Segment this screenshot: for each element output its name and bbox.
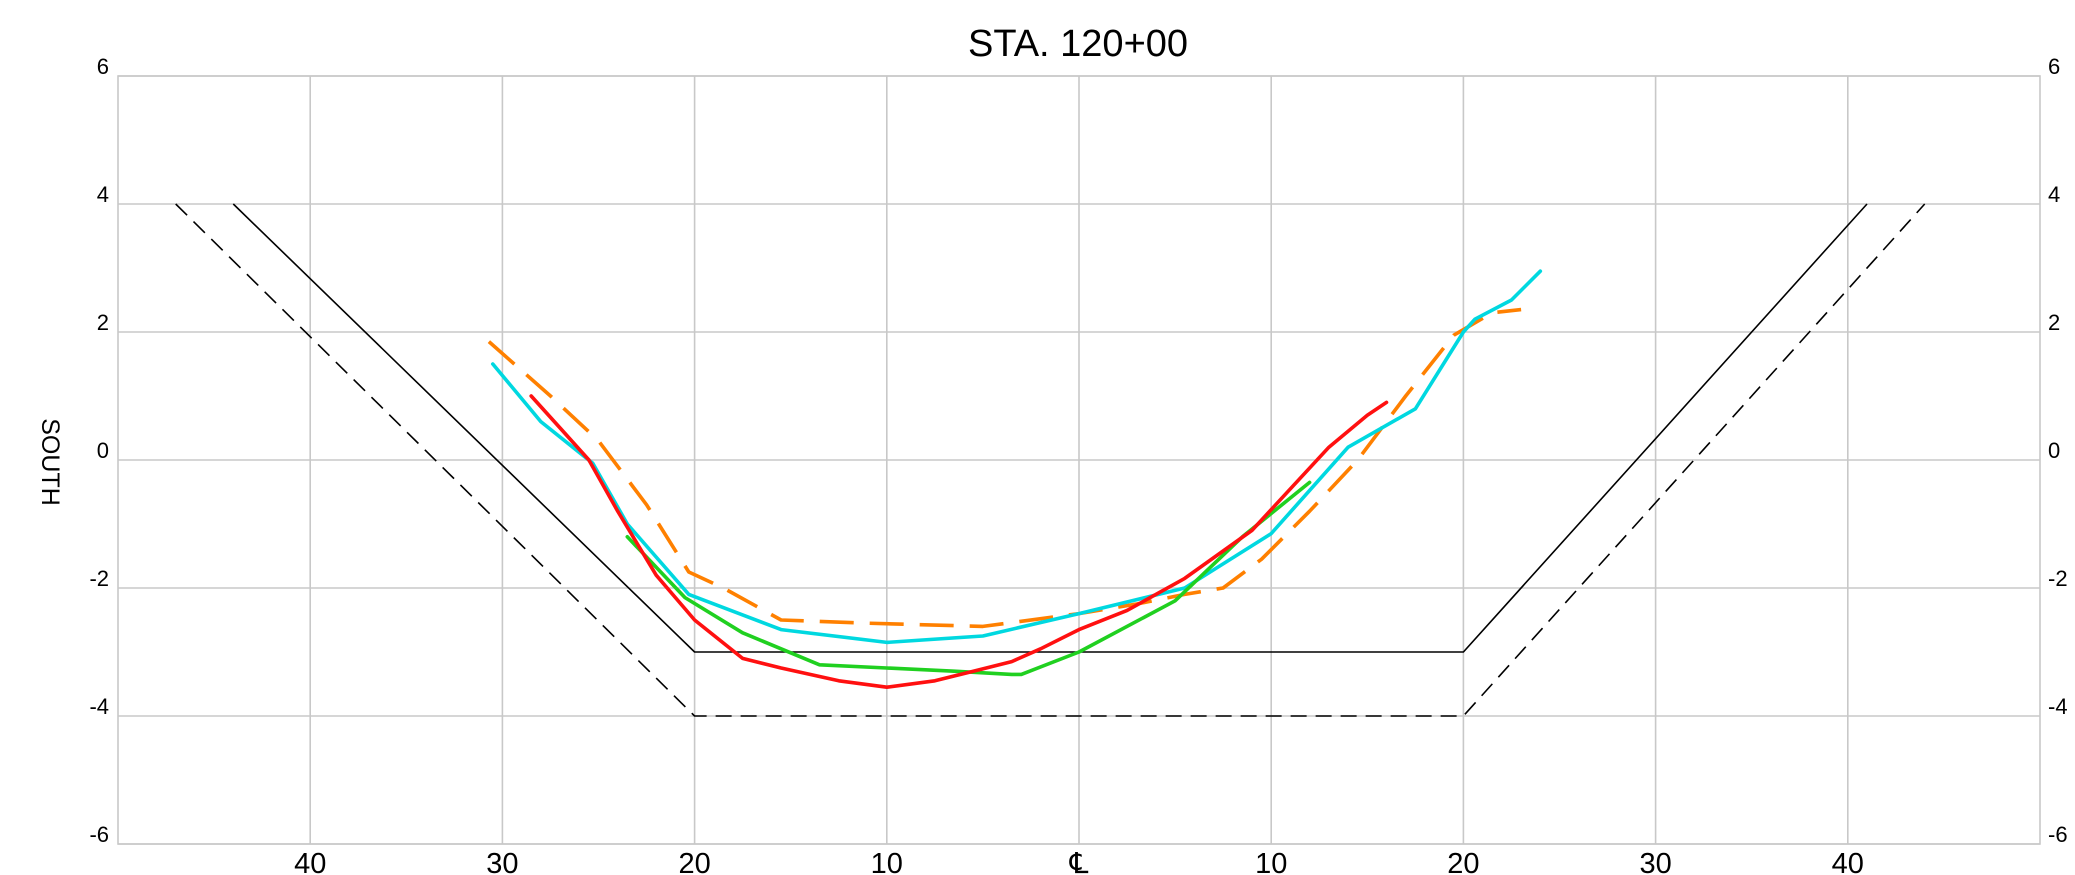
series-line-3	[490, 269, 1543, 645]
y-axis-label: SOUTH	[36, 418, 64, 506]
y-tick-label-right: -6	[2048, 822, 2068, 847]
x-tick-label: 20	[1447, 848, 1479, 875]
series-line-1	[175, 203, 1926, 717]
y-tick-label-left: -4	[89, 694, 109, 719]
tick-labels: 40 30 20 10 ℄ 10 20 30 406 64 42 20 0-2 -2-4 -4-6 -6	[89, 54, 2067, 875]
x-tick-label: 30	[1639, 848, 1671, 875]
y-tick-label-right: 2	[2048, 310, 2060, 335]
y-tick-label-left: 0	[97, 438, 109, 463]
x-tick-label: 30	[486, 848, 518, 875]
series-line-4	[625, 480, 1312, 677]
x-tick-label: 40	[294, 848, 326, 875]
y-tick-label-left: 4	[97, 182, 109, 207]
x-tick-label: 20	[678, 848, 710, 875]
y-tick-label-left: 2	[97, 310, 109, 335]
y-tick-label-left: -2	[89, 566, 109, 591]
y-tick-label-right: 6	[2048, 54, 2060, 79]
x-tick-label: ℄	[1069, 848, 1089, 875]
y-tick-label-left: 6	[97, 54, 109, 79]
y-tick-label-right: 0	[2048, 438, 2060, 463]
series-line-5	[529, 394, 1389, 690]
y-tick-label-right: -4	[2048, 694, 2068, 719]
y-tick-label-right: -2	[2048, 566, 2068, 591]
grid	[117, 75, 2041, 845]
chart-title: STA. 120+00	[968, 23, 1188, 65]
x-tick-label: 40	[1832, 848, 1864, 875]
y-tick-label-right: 4	[2048, 182, 2060, 207]
series-layer	[175, 203, 1926, 717]
series-line-2	[487, 307, 1522, 629]
y-tick-label-left: -6	[89, 822, 109, 847]
x-tick-label: 10	[871, 848, 903, 875]
x-tick-label: 10	[1255, 848, 1287, 875]
series-line-0	[232, 203, 1868, 653]
